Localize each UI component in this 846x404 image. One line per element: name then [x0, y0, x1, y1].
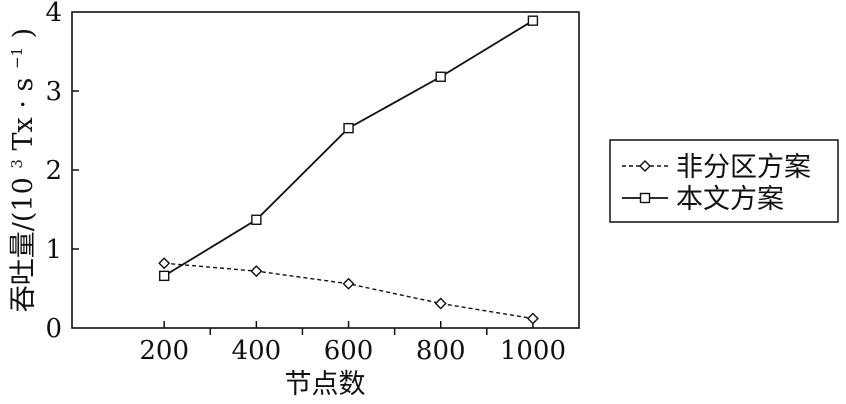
- legend-marker: [639, 160, 651, 172]
- y-tick-label: 4: [45, 0, 62, 28]
- y-tick-label: 3: [45, 77, 62, 107]
- series-line: [163, 19, 534, 277]
- legend-box: [609, 139, 839, 223]
- legend-label: 本文方案: [676, 184, 784, 215]
- y-title-end: ): [8, 28, 39, 39]
- series-diamond: [158, 257, 539, 325]
- y-tick-label: 0: [45, 314, 62, 344]
- series-square: [158, 15, 539, 282]
- series-point: [250, 265, 263, 278]
- series-layer: [158, 15, 539, 325]
- x-tick-label: 200: [139, 336, 189, 366]
- series-line: [164, 262, 534, 320]
- x-tick-label: 400: [232, 336, 282, 366]
- series-point: [158, 270, 170, 282]
- series-point: [434, 297, 447, 310]
- y-title-main: 吞吐量/(10: [8, 177, 39, 312]
- y-tick-label: 2: [45, 156, 62, 186]
- y-tick-label: 1: [45, 235, 62, 265]
- series-point: [527, 15, 539, 26]
- x-axis-title: 节点数: [285, 369, 366, 400]
- series-point: [158, 257, 171, 270]
- series-point: [526, 312, 539, 325]
- x-tick-label: 600: [324, 336, 374, 366]
- x-tick-label: 1000: [500, 336, 566, 366]
- y-axis-ticks: 0 1 2 3 4: [45, 0, 79, 344]
- series-point: [251, 214, 262, 225]
- x-tick-label: 800: [416, 336, 466, 366]
- y-title-sup: 3: [8, 159, 26, 169]
- legend-marker: [639, 192, 651, 204]
- series-point: [343, 122, 354, 134]
- x-axis-ticks: 200 400 600 800 1000: [139, 321, 566, 366]
- y-title-sup2: −1: [8, 47, 26, 69]
- series-point: [435, 71, 446, 82]
- y-axis-title: 吞吐量/(10 3 Tx · s −1 ): [0, 28, 39, 312]
- legend-label: 非分区方案: [676, 152, 811, 183]
- y-title-mid: Tx · s: [8, 78, 39, 151]
- series-point: [342, 277, 355, 290]
